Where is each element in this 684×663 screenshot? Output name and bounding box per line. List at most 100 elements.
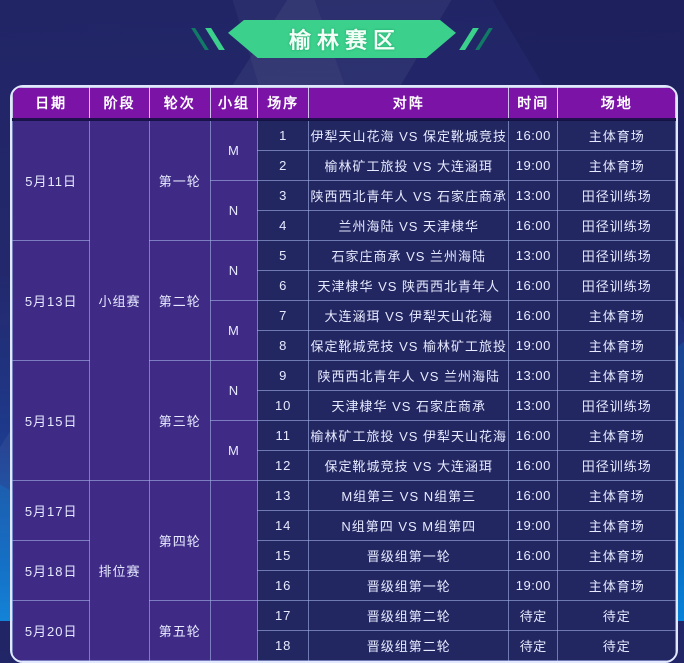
cell-date: 5月15日 <box>12 360 91 481</box>
cell-time: 16:00 <box>508 270 559 301</box>
table-row: 5月17日 排位赛 第四轮 13 M组第三 VS N组第三 16:00 主体育场 <box>12 480 676 661</box>
cell-match-no: 17 <box>257 600 310 631</box>
cell-time: 16:00 <box>508 540 559 571</box>
schedule-table-body: 5月11日 小组赛 第一轮 M 1 伊犁天山花海 VS 保定靴城竞技 16:00 主体育场 2 榆… <box>12 119 676 661</box>
schedule-table-container: 日期 阶段 轮次 小组 场序 对阵 时间 场地 5月11日 小组赛 第一轮 M 1 伊犁天山花海 VS … <box>10 85 678 663</box>
cell-match-no: 13 <box>257 480 310 511</box>
cell-venue: 主体育场 <box>557 119 676 151</box>
cell-time: 待定 <box>508 630 559 661</box>
cell-matchup: 榆林矿工旅投 VS 伊犁天山花海 <box>308 420 510 451</box>
cell-matchup: 石家庄商承 VS 兰州海陆 <box>308 240 510 271</box>
cell-venue: 主体育场 <box>557 150 676 181</box>
cell-round: 第一轮 <box>148 119 211 241</box>
cell-match-no: 16 <box>257 570 310 601</box>
cell-date: 5月18日 <box>12 540 91 601</box>
cell-matchup: M组第三 VS N组第三 <box>308 480 510 511</box>
cell-match-no: 1 <box>257 119 310 151</box>
cell-group <box>209 480 259 601</box>
column-header: 对阵 <box>308 87 510 121</box>
cell-group <box>209 600 259 661</box>
table-row: 4 兰州海陆 VS 天津棣华 16:00 田径训练场 <box>13 210 676 241</box>
cell-venue: 主体育场 <box>557 300 676 331</box>
table-row: 8 保定靴城竞技 VS 榆林矿工旅投 19:00 主体育场 <box>13 330 676 361</box>
cell-group: N <box>209 360 259 421</box>
cell-matchup: 晋级组第二轮 <box>308 600 510 631</box>
column-header: 日期 <box>12 87 91 121</box>
cell-time: 19:00 <box>508 570 559 601</box>
cell-venue: 田径训练场 <box>557 270 676 301</box>
cell-match-no: 8 <box>257 330 310 361</box>
cell-round: 第三轮 <box>148 360 211 481</box>
table-row: 16 晋级组第一轮 19:00 主体育场 <box>13 570 676 601</box>
cell-time: 16:00 <box>508 119 559 151</box>
cell-date: 5月13日 <box>12 240 91 361</box>
cell-round: 第二轮 <box>148 240 211 361</box>
cell-time: 19:00 <box>508 150 559 181</box>
cell-matchup: 伊犁天山花海 VS 保定靴城竞技 <box>308 119 510 151</box>
zone-banner: 榆林赛区 <box>0 19 684 59</box>
banner-slash-left-inner-icon <box>205 28 225 50</box>
cell-time: 16:00 <box>508 420 559 451</box>
banner-slash-right-outer-icon <box>475 28 493 50</box>
cell-venue: 田径训练场 <box>557 180 676 211</box>
cell-matchup: 大连涵珥 VS 伊犁天山花海 <box>308 300 510 331</box>
cell-match-no: 5 <box>257 240 310 271</box>
column-header: 轮次 <box>148 87 211 121</box>
cell-group: N <box>209 180 259 241</box>
cell-round: 第四轮 <box>148 480 211 601</box>
cell-time: 13:00 <box>508 180 559 211</box>
cell-time: 16:00 <box>508 450 559 481</box>
cell-matchup: 保定靴城竞技 VS 大连涵珥 <box>308 450 510 481</box>
cell-matchup: 晋级组第二轮 <box>308 630 510 661</box>
column-header: 场地 <box>557 87 676 121</box>
cell-venue: 田径训练场 <box>557 390 676 421</box>
cell-matchup: 陕西西北青年人 VS 兰州海陆 <box>308 360 510 391</box>
cell-match-no: 10 <box>257 390 310 421</box>
cell-venue: 待定 <box>557 630 676 661</box>
table-row: 14 N组第四 VS M组第四 19:00 主体育场 <box>13 510 676 541</box>
cell-date: 5月17日 <box>12 480 91 541</box>
cell-match-no: 4 <box>257 210 310 241</box>
cell-venue: 主体育场 <box>557 360 676 391</box>
cell-group: M <box>209 300 259 361</box>
cell-venue: 主体育场 <box>557 420 676 451</box>
cell-matchup: 保定靴城竞技 VS 榆林矿工旅投 <box>308 330 510 361</box>
column-header: 时间 <box>508 87 559 121</box>
cell-date: 5月20日 <box>12 600 91 661</box>
cell-venue: 主体育场 <box>557 480 676 511</box>
cell-group: N <box>209 240 259 301</box>
cell-time: 16:00 <box>508 300 559 331</box>
table-row: 2 榆林矿工旅投 VS 大连涵珥 19:00 主体育场 <box>13 150 676 181</box>
cell-match-no: 7 <box>257 300 310 331</box>
cell-time: 13:00 <box>508 360 559 391</box>
cell-match-no: 2 <box>257 150 310 181</box>
cell-venue: 田径训练场 <box>557 210 676 241</box>
cell-venue: 田径训练场 <box>557 450 676 481</box>
cell-match-no: 11 <box>257 420 310 451</box>
cell-group: M <box>209 420 259 481</box>
banner-title: 榆林赛区 <box>288 28 401 53</box>
cell-match-no: 3 <box>257 180 310 211</box>
cell-venue: 待定 <box>557 600 676 631</box>
cell-match-no: 15 <box>257 540 310 571</box>
cell-group: M <box>209 119 259 181</box>
table-row: N 3 陕西西北青年人 VS 石家庄商承 13:00 田径训练场 <box>13 180 676 241</box>
cell-match-no: 12 <box>257 450 310 481</box>
table-row: 5月13日 第二轮 N 5 石家庄商承 VS 兰州海陆 13:00 田径训练场 <box>12 240 676 361</box>
cell-match-no: 14 <box>257 510 310 541</box>
cell-venue: 主体育场 <box>557 510 676 541</box>
cell-stage: 小组赛 <box>89 119 150 481</box>
table-row: 10 天津棣华 VS 石家庄商承 13:00 田径训练场 <box>13 390 676 421</box>
schedule-table: 日期 阶段 轮次 小组 场序 对阵 时间 场地 5月11日 小组赛 第一轮 M 1 伊犁天山花海 VS … <box>12 87 676 661</box>
cell-venue: 田径训练场 <box>557 240 676 271</box>
cell-time: 19:00 <box>508 330 559 361</box>
table-row: M 7 大连涵珥 VS 伊犁天山花海 16:00 主体育场 <box>13 300 676 361</box>
column-header: 小组 <box>209 87 259 121</box>
cell-round: 第五轮 <box>148 600 211 661</box>
cell-matchup: 陕西西北青年人 VS 石家庄商承 <box>308 180 510 211</box>
table-row: 5月15日 第三轮 N 9 陕西西北青年人 VS 兰州海陆 13:00 主体育场 <box>12 360 676 481</box>
cell-match-no: 6 <box>257 270 310 301</box>
cell-matchup: N组第四 VS M组第四 <box>308 510 510 541</box>
cell-venue: 主体育场 <box>557 540 676 571</box>
column-header: 场序 <box>257 87 310 121</box>
